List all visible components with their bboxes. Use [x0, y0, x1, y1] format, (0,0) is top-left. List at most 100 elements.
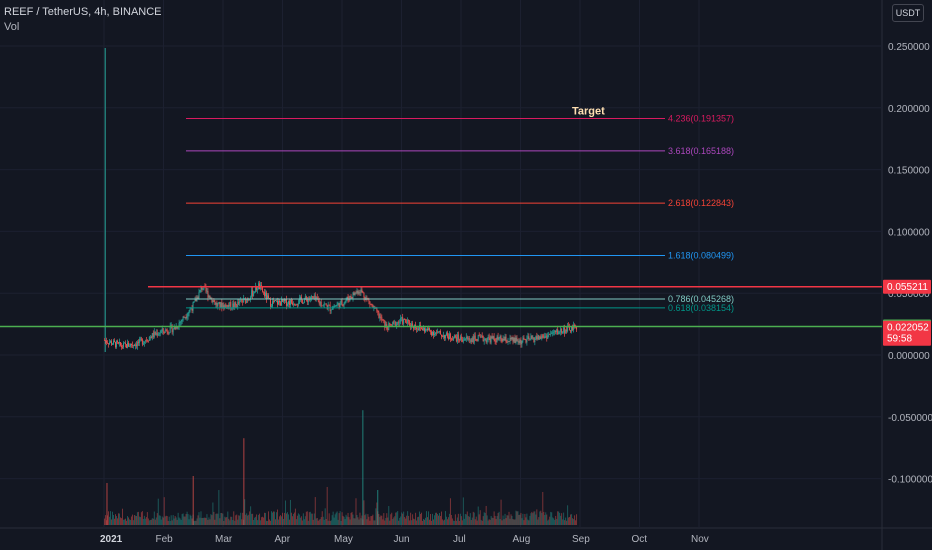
fib-extension-levels: 4.236(0.191357) 3.618(0.165188) 2.618(0.12… — [186, 105, 734, 313]
candle-body — [248, 299, 250, 301]
volume-bar — [490, 515, 492, 525]
candle-body — [553, 332, 555, 333]
volume-bar — [558, 511, 560, 525]
y-tick-label: 0.250000 — [888, 42, 930, 53]
volume-bar — [246, 513, 248, 525]
volume-bar — [488, 519, 490, 525]
volume-legend[interactable]: Vol — [4, 21, 20, 33]
candle-body — [252, 290, 254, 296]
volume-bar — [556, 518, 558, 525]
volume-bar — [383, 513, 385, 525]
volume-bar — [482, 516, 484, 525]
symbol-title[interactable]: REEF / TetherUS, 4h, BINANCE — [4, 6, 162, 18]
candle-body — [242, 301, 244, 303]
volume-bar — [412, 514, 414, 525]
x-tick-label: Jul — [453, 534, 466, 545]
volume-bar — [228, 518, 230, 525]
volume-bar — [568, 517, 570, 525]
candle-body — [148, 337, 150, 341]
candle-body — [501, 339, 503, 342]
volume-bar — [298, 514, 300, 525]
price-label-box — [883, 320, 931, 346]
volume-bar — [515, 510, 517, 525]
candle-body — [302, 302, 304, 304]
volume-bar — [464, 513, 466, 525]
volume-bar — [496, 516, 498, 525]
volume-bar — [344, 519, 346, 525]
volume-bar — [133, 514, 135, 525]
volume-bar — [194, 520, 196, 525]
volume-bar — [281, 516, 282, 525]
volume-bar — [494, 515, 496, 525]
candle-body — [549, 334, 551, 336]
candle-body — [345, 300, 347, 302]
volume-bar — [473, 512, 475, 525]
candle-body — [455, 337, 457, 342]
candle-body — [348, 299, 350, 301]
candle-body — [416, 327, 418, 330]
candle-body — [566, 329, 568, 332]
volume-bar — [182, 513, 184, 525]
volume-bar — [130, 516, 132, 525]
volume-bar — [160, 519, 162, 525]
candle-body — [559, 331, 561, 333]
candle-body — [211, 297, 213, 303]
candle-body — [432, 331, 433, 336]
candle-body — [191, 308, 193, 311]
candle-body — [487, 337, 489, 341]
volume-bar — [231, 516, 233, 525]
volume-bar — [514, 519, 516, 525]
candle-body — [524, 338, 526, 340]
volume-bar — [116, 516, 117, 525]
candle-body — [146, 340, 148, 342]
currency-button[interactable]: USDT — [892, 4, 924, 22]
candle-body — [324, 303, 326, 305]
candle-body — [283, 299, 284, 302]
candle-body — [446, 332, 448, 337]
volume-bar — [291, 516, 293, 525]
candle-body — [409, 321, 411, 326]
volume-bar — [534, 511, 536, 525]
volume-bar — [393, 517, 395, 525]
volume-bar — [520, 512, 522, 525]
volume-bar — [385, 517, 387, 525]
candle-body — [402, 317, 404, 324]
candle-body — [398, 321, 400, 323]
candle-body — [370, 304, 372, 305]
volume-bar — [169, 520, 171, 525]
volume-bar — [572, 518, 574, 525]
candle-body — [503, 338, 505, 341]
candle-body — [327, 305, 329, 309]
volume-bar — [171, 520, 173, 525]
candle-body — [363, 292, 365, 298]
candle-body — [220, 302, 222, 308]
candle-body — [336, 304, 338, 307]
volume-bar — [457, 513, 459, 525]
candle-body — [287, 301, 289, 305]
candle-body — [342, 304, 344, 306]
volume-bar — [489, 519, 491, 525]
candle-body — [556, 329, 558, 333]
candle-body — [463, 339, 465, 341]
volume-bar — [320, 517, 322, 525]
volume-bar — [435, 512, 436, 525]
candle-body — [495, 341, 497, 343]
volume-bar — [105, 515, 107, 525]
candle-body — [406, 322, 408, 324]
candle-body — [128, 346, 130, 347]
candle-body — [354, 292, 356, 295]
candle-body — [574, 325, 576, 326]
target-annotation: Target — [572, 105, 605, 117]
x-tick-label: Apr — [275, 534, 291, 545]
candle-body — [118, 342, 119, 344]
candle-body — [264, 292, 266, 297]
volume-bar — [511, 515, 513, 525]
x-tick-label: Sep — [572, 534, 590, 545]
candle-body — [527, 336, 529, 339]
volume-bar — [350, 512, 352, 525]
candle-body — [507, 341, 509, 343]
candle-body — [567, 325, 569, 332]
volume-bar — [107, 515, 109, 525]
candle-body — [189, 309, 191, 312]
